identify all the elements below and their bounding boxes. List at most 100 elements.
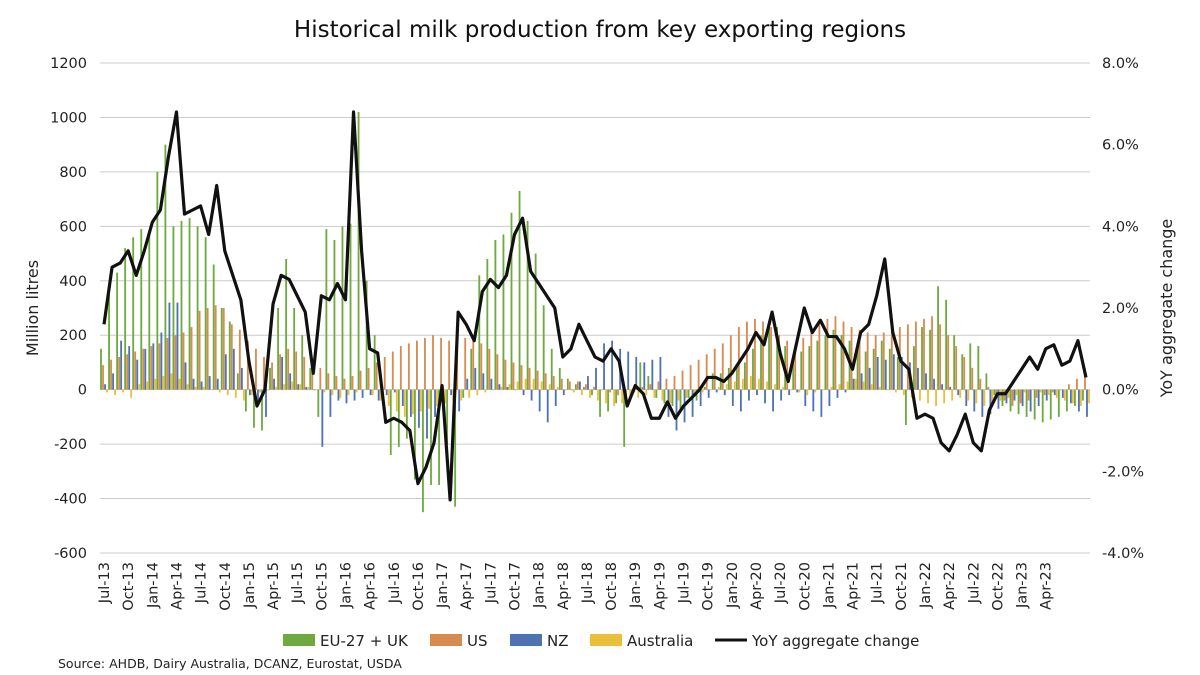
bar-eu <box>542 305 545 390</box>
bar-us <box>327 373 330 390</box>
bar-us <box>826 318 829 390</box>
bar-nz <box>828 389 831 406</box>
bar-au <box>653 389 656 398</box>
bar-eu <box>969 343 972 390</box>
y-tick-label: 1200 <box>50 56 87 72</box>
bar-nz <box>426 389 428 439</box>
bar-eu <box>929 329 931 390</box>
bar-eu <box>534 253 537 390</box>
bar-eu <box>349 223 352 390</box>
bar-us <box>697 359 700 390</box>
bar-eu <box>253 389 255 428</box>
bar-nz <box>570 389 573 391</box>
bar-us <box>931 316 933 390</box>
bar-au <box>307 386 310 390</box>
bar-nz <box>401 389 404 406</box>
bar-us <box>1084 367 1086 390</box>
bar-nz <box>1037 389 1040 406</box>
bar-eu <box>760 335 762 390</box>
bar-au <box>299 384 302 390</box>
bar-nz <box>627 351 630 390</box>
bar-au <box>854 378 857 390</box>
bar-eu <box>711 373 714 390</box>
bar-eu <box>301 335 304 390</box>
bar-nz <box>434 389 436 417</box>
bar-au <box>162 376 165 390</box>
bar-nz <box>812 389 815 412</box>
x-tick-label: Apr-14 <box>169 562 185 610</box>
x-tick-label: Jan-14 <box>145 562 161 609</box>
bar-nz <box>369 389 372 396</box>
bar-nz <box>281 357 284 390</box>
x-tick-label: Jan-19 <box>628 562 644 609</box>
bar-au <box>806 389 809 396</box>
bar-nz <box>933 378 935 390</box>
bar-eu <box>679 389 682 409</box>
bar-nz <box>925 373 927 390</box>
bar-nz <box>1069 389 1072 404</box>
bar-au <box>919 389 921 401</box>
bar-us <box>955 346 958 390</box>
bar-nz <box>1053 389 1056 396</box>
bar-au <box>283 384 286 390</box>
bar-nz <box>900 357 903 390</box>
bar-nz <box>739 389 742 412</box>
bar-au <box>226 389 229 396</box>
bar-au <box>1071 389 1074 404</box>
bar-nz <box>506 386 509 390</box>
bar-nz <box>554 389 557 406</box>
bar-us <box>915 321 917 390</box>
bar-us <box>601 389 603 391</box>
bar-eu <box>1009 389 1012 412</box>
bar-us <box>367 367 370 390</box>
bar-eu <box>896 357 899 390</box>
bar-au <box>331 389 334 396</box>
bar-eu <box>494 239 497 390</box>
bar-eu <box>888 348 891 390</box>
bar-eu <box>591 389 593 396</box>
bar-au <box>259 389 261 393</box>
bar-eu <box>913 346 915 390</box>
bar-au <box>790 389 793 391</box>
bar-us <box>375 362 378 390</box>
bar-au <box>717 386 720 390</box>
bar-nz <box>546 389 549 423</box>
bar-eu <box>397 389 400 447</box>
bar-nz <box>337 389 340 401</box>
bar-nz <box>772 389 774 412</box>
x-tick-label: Jan-21 <box>821 562 837 609</box>
bar-nz <box>192 378 195 390</box>
bar-us <box>746 321 748 390</box>
bar-au <box>991 389 994 404</box>
bar-us <box>778 335 781 390</box>
bar-nz <box>731 389 734 406</box>
bar-au <box>983 389 986 406</box>
x-tick-label: Apr-22 <box>942 562 958 610</box>
bar-au <box>508 384 511 390</box>
y-tick-label: -400 <box>54 492 87 508</box>
bar-au <box>178 378 181 390</box>
bar-eu <box>212 264 215 390</box>
bar-au <box>114 389 117 396</box>
bar-nz <box>265 389 267 417</box>
bar-au <box>846 381 849 390</box>
bar-au <box>951 389 954 401</box>
bar-nz <box>941 384 944 390</box>
bar-nz <box>184 362 187 390</box>
bar-nz <box>1013 389 1016 401</box>
bar-eu <box>671 389 674 406</box>
bar-nz <box>297 384 300 390</box>
bar-nz <box>892 354 895 390</box>
bar-au <box>878 386 881 390</box>
bar-us <box>255 348 257 390</box>
legend-label: Australia <box>627 632 693 650</box>
bar-au <box>902 389 905 396</box>
yoy-line-series <box>102 110 1088 502</box>
bar-nz <box>474 367 477 390</box>
bar-nz <box>562 389 565 396</box>
y-tick-label: -200 <box>54 437 87 453</box>
x-tick-label: Jul-15 <box>290 562 306 604</box>
x-tick-label: Apr-15 <box>266 562 282 610</box>
bar-nz <box>522 389 525 396</box>
